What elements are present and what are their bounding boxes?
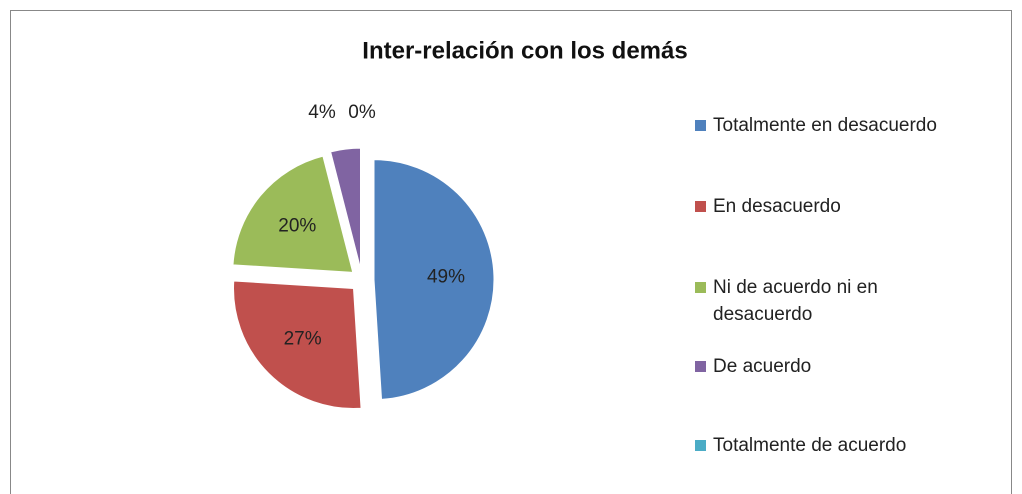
chart-title: Inter-relación con los demás: [362, 37, 687, 64]
pie-slice: [330, 147, 361, 269]
legend-item: Totalmente de acuerdo: [695, 432, 906, 459]
chart-frame: [10, 10, 1012, 494]
pie-slice: [373, 159, 495, 400]
data-label: 4%: [308, 102, 336, 123]
legend-label: Totalmente de acuerdo: [713, 435, 907, 456]
legend-label: Ni de acuerdo ni en desacuerdo: [713, 277, 878, 325]
data-label: 49%: [427, 266, 465, 287]
legend-item: Ni de acuerdo ni en desacuerdo: [695, 274, 960, 328]
data-label: 27%: [284, 328, 322, 349]
legend-swatch: [695, 201, 706, 212]
data-label: 20%: [278, 215, 316, 236]
legend-label: De acuerdo: [713, 356, 812, 377]
legend-item: Totalmente en desacuerdo: [695, 112, 937, 139]
legend-item: En desacuerdo: [695, 193, 841, 220]
legend-label: Totalmente en desacuerdo: [713, 115, 937, 136]
pie-slice: [232, 155, 354, 273]
legend-swatch: [695, 361, 706, 372]
legend-item: De acuerdo: [695, 353, 811, 380]
legend-swatch: [695, 282, 706, 293]
legend-swatch: [695, 440, 706, 451]
data-label: 0%: [348, 102, 376, 123]
legend-label: En desacuerdo: [713, 196, 841, 217]
pie-slice: [233, 280, 362, 409]
legend-swatch: [695, 120, 706, 131]
